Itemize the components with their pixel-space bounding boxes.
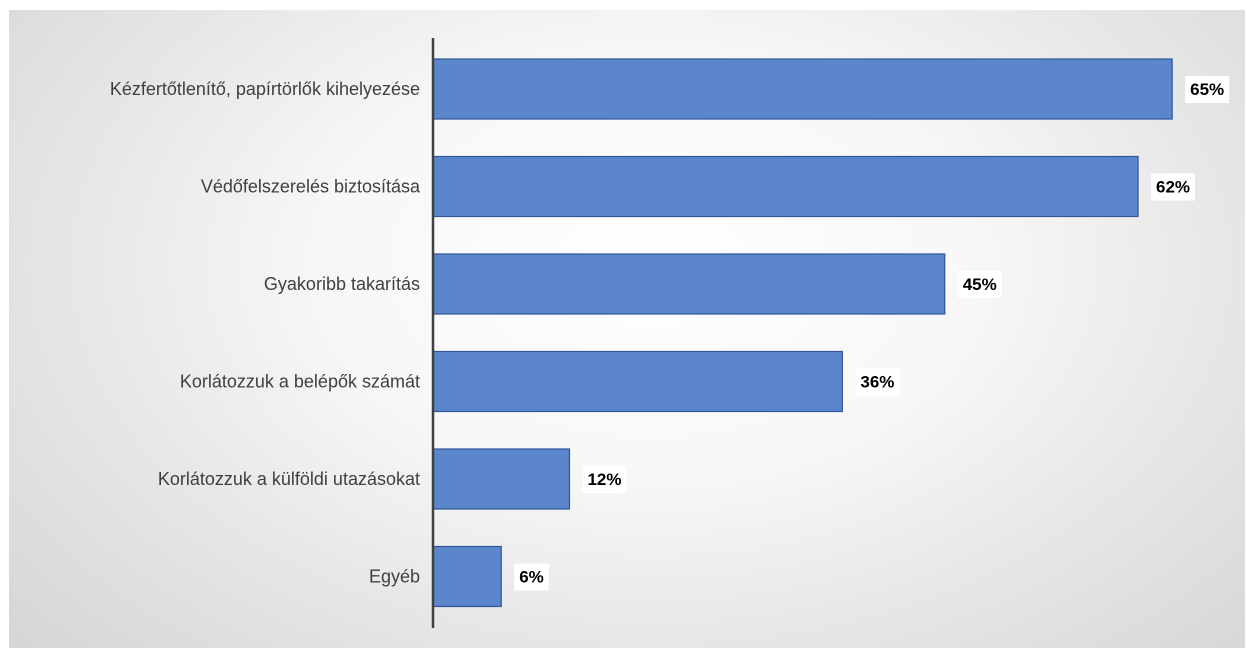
category-label: Korlátozzuk a belépők számát [180, 372, 420, 392]
bar-1 [432, 58, 1173, 120]
data-label-background [1151, 173, 1196, 201]
bar-chart: Kézfertőtlenítő, papírtörlők kihelyezése… [110, 38, 1230, 628]
category-label: Korlátozzuk a külföldi utazásokat [158, 469, 420, 489]
bar-5 [432, 448, 571, 510]
data-label: 6% [519, 568, 544, 587]
category-label: Védőfelszerelés biztosítása [201, 177, 421, 197]
data-label-background [957, 271, 1002, 298]
data-label: 65% [1190, 80, 1224, 99]
data-label-background [1185, 76, 1230, 103]
data-label-background [855, 368, 900, 396]
data-label: 62% [1156, 178, 1190, 197]
data-label-background [582, 466, 627, 493]
data-label: 36% [860, 373, 894, 392]
bar-2 [432, 155, 1139, 218]
category-label: Egyéb [369, 567, 420, 587]
category-label: Kézfertőtlenítő, papírtörlők kihelyezése [110, 79, 420, 99]
chart-area: Kézfertőtlenítő, papírtörlők kihelyezése… [9, 10, 1245, 648]
bar-6 [432, 545, 502, 608]
data-label-background [514, 563, 549, 591]
category-label: Gyakoribb takarítás [264, 274, 420, 294]
bar-3 [432, 253, 946, 315]
bar-4 [432, 350, 843, 413]
data-label: 45% [963, 275, 997, 294]
data-label: 12% [587, 470, 621, 489]
